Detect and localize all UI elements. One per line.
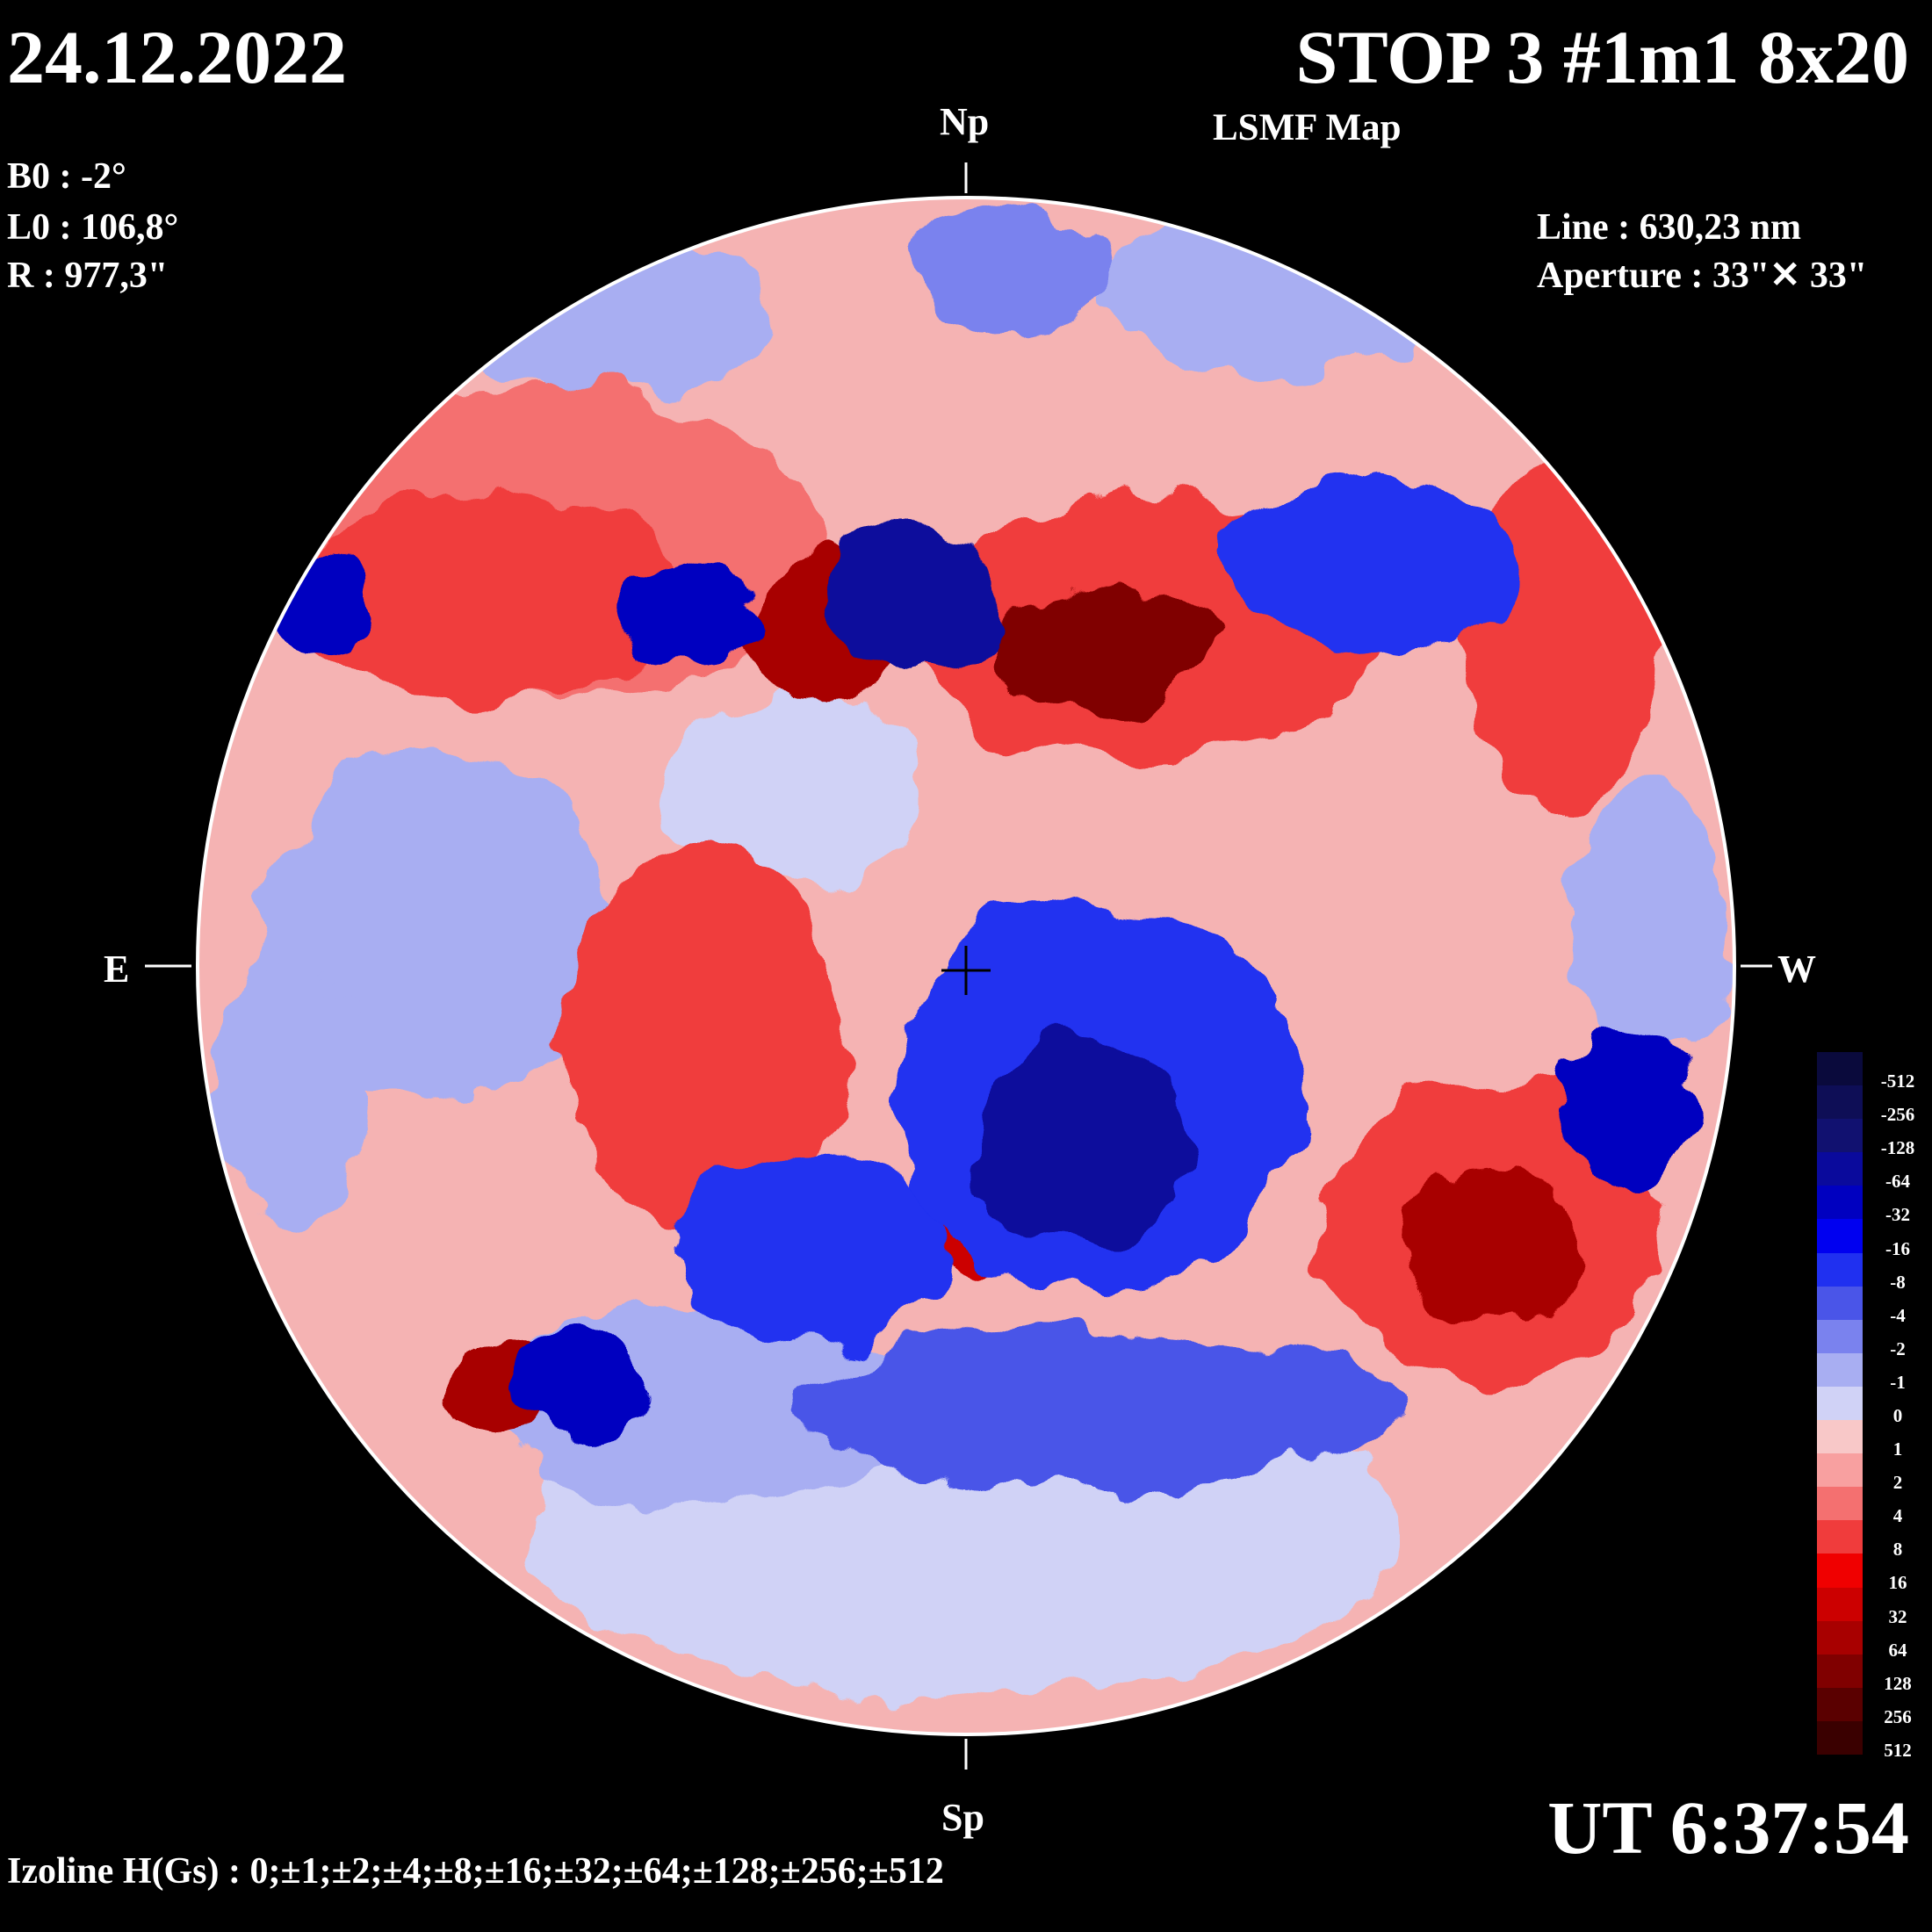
scale-segment: [1817, 1520, 1863, 1554]
scale-segment: [1817, 1186, 1863, 1220]
observation-date: 24.12.2022: [7, 15, 347, 99]
scale-segment: [1817, 1286, 1863, 1321]
scale-segment: [1817, 1554, 1863, 1589]
scale-label: 4: [1892, 1505, 1903, 1527]
map-subtitle: LSMF Map: [1213, 107, 1402, 148]
param-l0: L0 : 106,8°: [7, 207, 179, 248]
scale-segment: [1817, 1587, 1863, 1622]
scale-segment: [1817, 1119, 1863, 1153]
param-radius: R : 977,3": [7, 256, 169, 296]
scale-segment: [1817, 1620, 1863, 1655]
map-title: STOP 3 #1m1 8x20: [1295, 15, 1909, 99]
scale-label: -8: [1890, 1271, 1906, 1293]
scale-label: -128: [1880, 1137, 1915, 1159]
scale-label: -32: [1885, 1204, 1910, 1226]
scale-label: 256: [1884, 1705, 1912, 1727]
scale-label: 32: [1888, 1605, 1907, 1627]
north-pole-label: Np: [940, 100, 990, 143]
scale-label: 512: [1884, 1739, 1912, 1761]
scale-segment: [1817, 1453, 1863, 1488]
east-label: E: [104, 948, 130, 991]
scale-segment: [1817, 1654, 1863, 1689]
scale-segment: [1817, 1252, 1863, 1287]
scale-segment: [1817, 1420, 1863, 1454]
scale-label: 128: [1884, 1672, 1912, 1694]
scale-label: -64: [1885, 1171, 1910, 1193]
scale-segment: [1817, 1487, 1863, 1521]
south-pole-label: Sp: [941, 1796, 984, 1839]
scale-segment: [1817, 1052, 1863, 1086]
disk-limb: [196, 196, 1736, 1736]
scale-segment: [1817, 1219, 1863, 1254]
scale-label: -16: [1885, 1237, 1910, 1259]
scale-segment: [1817, 1352, 1863, 1388]
scale-label: -1: [1890, 1371, 1906, 1393]
scale-segment: [1817, 1085, 1863, 1120]
ut-time: UT 6:37:54: [1547, 1785, 1909, 1870]
scale-label: 0: [1892, 1405, 1903, 1426]
scale-segment: [1817, 1152, 1863, 1186]
scale-label: -512: [1880, 1071, 1915, 1092]
param-b0: B0 : -2°: [7, 156, 126, 197]
scale-label: -4: [1890, 1304, 1906, 1326]
scale-segment: [1817, 1386, 1863, 1421]
scale-label: 64: [1888, 1639, 1907, 1661]
center-crosshair: [941, 946, 991, 995]
scale-label: 16: [1888, 1572, 1907, 1594]
solar-disk: [198, 198, 1734, 1734]
scale-label: 8: [1892, 1539, 1903, 1561]
izoline-legend: Izoline H(Gs) : 0;±1;±2;±4;±8;±16;±32;±6…: [7, 1851, 944, 1892]
scale-label: -256: [1880, 1104, 1915, 1126]
axis-marks: [145, 162, 1772, 1770]
west-label: W: [1777, 948, 1816, 991]
scale-segment: [1817, 1687, 1863, 1722]
scale-segment: [1817, 1319, 1863, 1354]
scale-label: 2: [1892, 1472, 1903, 1494]
spectral-line: Line : 630,23 nm: [1537, 207, 1802, 248]
scale-segment: [1817, 1720, 1863, 1755]
scale-label: -2: [1890, 1337, 1906, 1359]
color-scale-bar: [1817, 1052, 1863, 1755]
aperture: Aperture : 33"✕ 33": [1537, 256, 1868, 296]
scale-label: 1: [1892, 1438, 1903, 1460]
